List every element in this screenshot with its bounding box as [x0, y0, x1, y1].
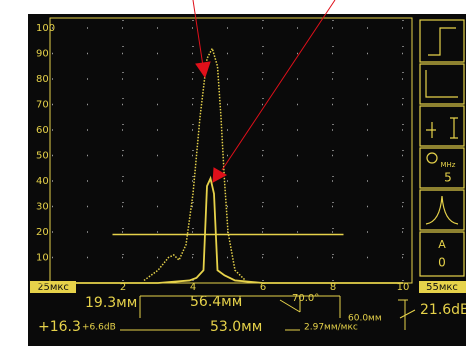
- y-tick-label: 30: [36, 202, 49, 213]
- plot-frame: [49, 17, 413, 284]
- x-tick-label: 8: [330, 282, 336, 293]
- panel-label: MHz: [441, 161, 456, 169]
- trace: [143, 46, 247, 282]
- y-tick-label: 90: [36, 49, 49, 60]
- screen: [28, 14, 466, 346]
- readout: 60.0мм: [348, 314, 382, 324]
- readout: +6.6dB: [82, 323, 116, 333]
- panel-value: 0: [438, 256, 446, 270]
- x-tick-label: 6: [260, 282, 266, 293]
- trace: [53, 175, 403, 284]
- panel-value: 5: [444, 171, 452, 185]
- readout: 70.0°: [292, 293, 319, 304]
- y-tick-label: 10: [36, 253, 49, 264]
- x-tick-label: 10: [397, 282, 410, 293]
- y-tick-label: 20: [36, 227, 49, 238]
- y-tick-label: 50: [36, 151, 49, 162]
- y-tick-label: 80: [36, 74, 49, 85]
- x-tick-label: 4: [190, 282, 196, 293]
- x-tick-label: 2: [120, 282, 126, 293]
- y-tick-label: 100: [36, 23, 55, 34]
- readout-lines: [37, 283, 416, 331]
- panel-label: A: [438, 238, 446, 251]
- readout: 53.0мм: [210, 319, 262, 335]
- readout: 2.97мм/мкс: [304, 323, 358, 333]
- x-end-label: 55мкс: [426, 282, 458, 293]
- x-end-box: [419, 281, 466, 293]
- y-tick-label: 70: [36, 100, 49, 111]
- readout: 21.6dB: [420, 302, 466, 318]
- readout: 19.3мм: [85, 295, 137, 311]
- readout: 56.4мм: [190, 294, 242, 310]
- y-tick-label: 60: [36, 125, 49, 136]
- x-start-label: 25мкс: [37, 282, 69, 293]
- readout: +16.3: [38, 319, 81, 335]
- y-tick-label: 40: [36, 176, 49, 187]
- side-panel: [419, 19, 465, 277]
- annotation-arrows: [192, 0, 336, 183]
